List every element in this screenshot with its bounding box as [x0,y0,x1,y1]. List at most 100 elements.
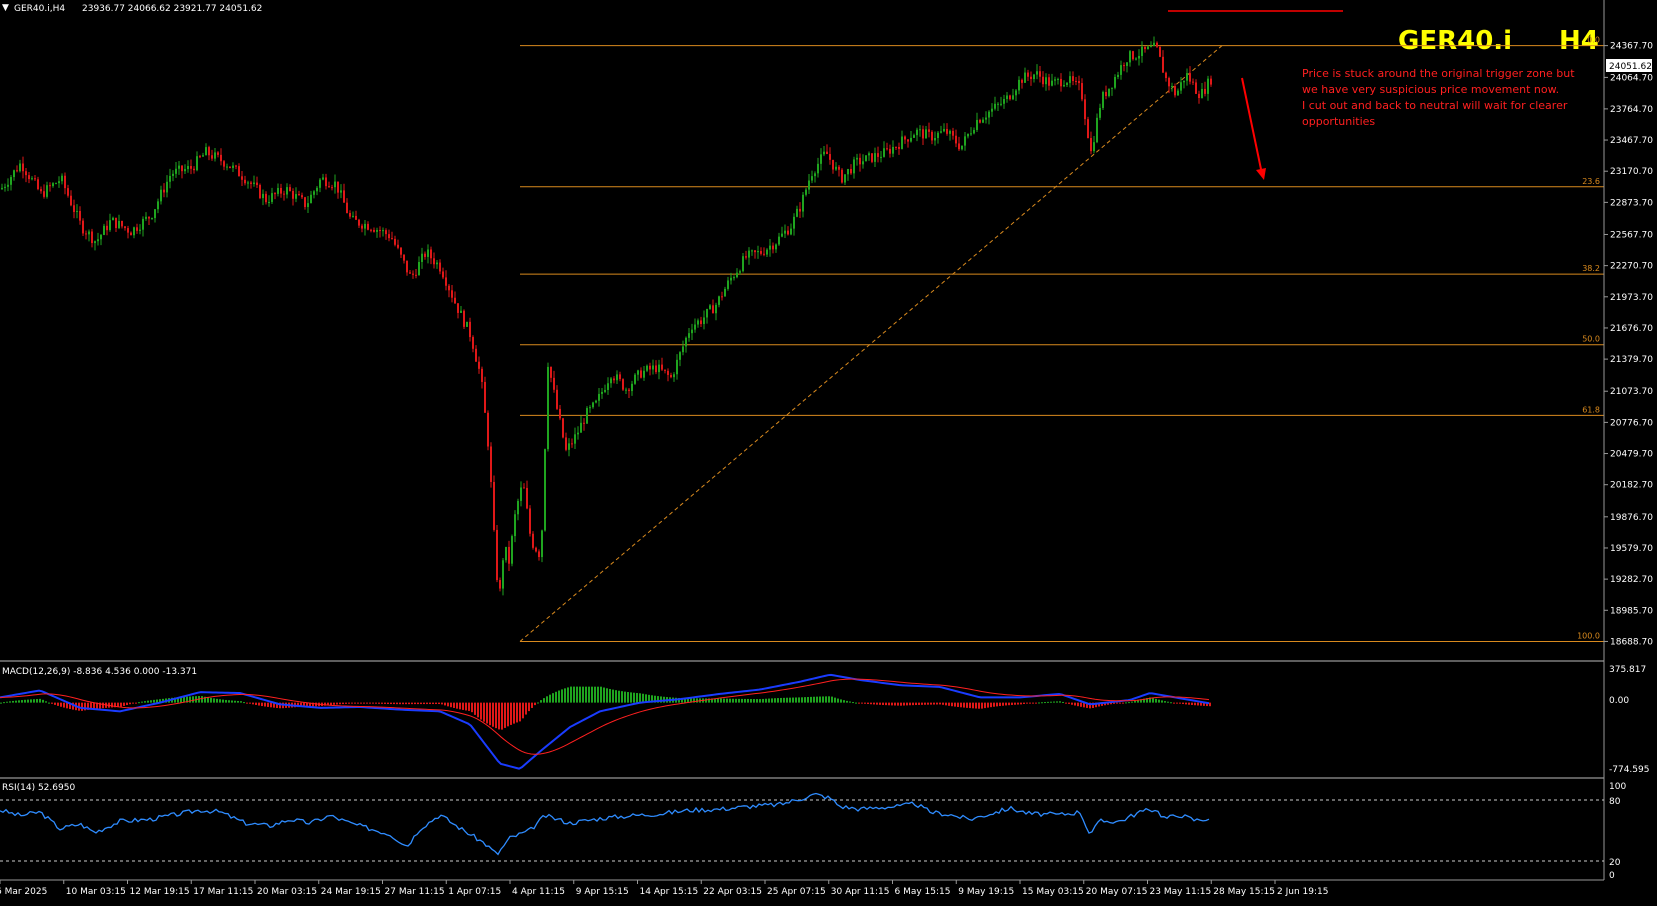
macd-histogram-bar [177,697,179,703]
candle-body [862,161,864,165]
macd-histogram-bar [1026,702,1028,704]
macd-histogram-bar [276,702,278,708]
macd-histogram-bar [375,702,377,704]
candle-body [793,216,795,229]
candle-body [751,250,753,252]
rsi-tick-100: 100 [1609,782,1626,792]
candle-body [703,317,705,325]
candle-body [946,128,948,134]
candle-body [1078,81,1080,84]
macd-histogram-bar [615,690,617,703]
macd-histogram-bar [432,702,434,705]
candle-body [1126,62,1128,66]
macd-histogram-bar [789,697,791,703]
macd-histogram-bar [996,702,998,707]
macd-histogram-bar [546,696,548,703]
macd-histogram-bar [210,697,212,703]
macd-histogram-bar [1143,698,1145,703]
macd-histogram-bar [1128,702,1130,704]
candle-body [409,272,411,274]
time-tick-label: 2 Jun 19:15 [1277,887,1328,897]
macd-histogram-bar [624,691,626,703]
macd-histogram-bar [363,702,365,704]
candle-body [91,231,93,244]
candle-body [901,136,903,149]
macd-histogram-bar [435,702,437,705]
macd-histogram-bar [1059,701,1061,703]
candle-body [49,185,51,187]
candle-body [619,374,621,380]
candle-body [616,374,618,381]
macd-histogram-bar [312,702,314,707]
candle-body [1036,71,1038,75]
candle-body [736,272,738,278]
candle-body [1057,78,1059,80]
candle-body [208,147,210,156]
candle-body [1033,74,1035,80]
candle-body [187,166,189,170]
candle-body [706,308,708,318]
macd-histogram-bar [495,702,497,729]
candle-body [961,145,963,150]
macd-histogram-bar [129,702,131,705]
candle-body [1117,74,1119,77]
candle-body [415,274,417,276]
macd-histogram-bar [1119,702,1121,704]
candle-body [403,254,405,261]
macd-histogram-bar [1065,702,1067,704]
macd-histogram-bar [261,702,263,707]
macd-histogram-bar [693,698,695,703]
candle-body [271,193,273,202]
macd-histogram-bar [24,699,26,703]
candle-body [1105,91,1107,97]
candle-body [310,194,312,204]
fibonacci-levels[interactable]: 0.0 23.6 38.2 50.0 61.8 100.0 [519,36,1604,642]
candle-body [871,153,873,162]
candle-body [613,378,615,381]
candle-body [880,156,882,158]
time-tick-label: 28 May 15:15 [1213,887,1275,897]
candle-body [217,152,219,155]
price-axis[interactable]: 24367.70 24064.70 23764.70 23467.70 23170.70… [1604,42,1653,648]
candle-body [211,155,213,159]
macd-histogram-bar [1155,698,1157,703]
macd-histogram-bar [483,702,485,722]
macd-histogram-bar [516,702,518,723]
candle-body [157,201,159,210]
candle-body [898,146,900,149]
macd-histogram-bar [135,702,137,704]
candle-body [538,551,540,558]
macd-histogram-bar [606,688,608,703]
candle-body [883,148,885,157]
candle-body [850,169,852,174]
candle-body [679,352,681,360]
macd-histogram-bar [831,696,833,703]
candle-body [160,189,162,202]
candle-body [634,374,636,384]
candle-body [685,337,687,347]
macd-histogram-bar [738,698,740,703]
macd-histogram-bar [942,702,944,705]
header-arrow-icon[interactable]: ▼ [2,3,9,13]
candle-body [1081,83,1083,100]
macd-histogram-bar [225,699,227,703]
candle-body [454,297,456,304]
down-arrow-shaft[interactable] [1241,77,1263,175]
macd-histogram-bar [42,699,44,703]
candle-body [583,422,585,424]
macd-histogram-bar [1032,702,1034,704]
macd-histogram-bar [93,702,95,710]
candle-body [796,208,798,217]
macd-signal-line [0,678,1210,755]
macd-histogram-bar [786,697,788,703]
time-axis[interactable]: 6 Mar 2025 10 Mar 03:15 12 Mar 19:15 17 Mar… [0,880,1328,897]
macd-histogram-bar [570,686,572,703]
macd-histogram-bar [279,702,281,709]
macd-histogram-bar [96,702,98,709]
macd-histogram-bar [237,700,239,703]
candle-body [1048,77,1050,86]
candle-body [58,181,60,184]
